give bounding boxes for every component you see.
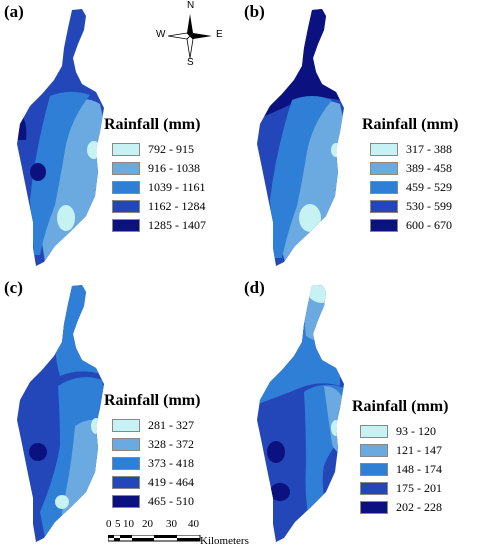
scale-tick-label: 0 — [106, 518, 112, 530]
panel-d: (d) Rainfall (mm) 93 - 120 121 - 147 148… — [240, 276, 479, 550]
compass-s: S — [187, 57, 194, 68]
legend-swatch — [360, 462, 388, 476]
legend-label: 419 - 464 — [148, 474, 194, 489]
legend-label: 530 - 599 — [406, 198, 452, 213]
rainfall-map-c — [17, 285, 104, 542]
legend-label: 792 - 915 — [148, 141, 194, 156]
legend-item: 281 - 327 — [104, 416, 200, 434]
scale-tick-label: 40 — [188, 518, 199, 530]
legend-label: 465 - 510 — [148, 493, 194, 508]
north-arrow: N S W E — [156, 0, 223, 68]
legend-item: 373 - 418 — [104, 454, 200, 472]
legend-c: Rainfall (mm) 281 - 327 328 - 372 373 - … — [104, 392, 200, 511]
panel-label: (d) — [244, 278, 265, 297]
legend-label: 281 - 327 — [148, 417, 194, 432]
legend-label: 328 - 372 — [148, 436, 194, 451]
scale-unit: Kilometers — [200, 535, 249, 547]
legend-label: 373 - 418 — [148, 455, 194, 470]
legend-label: 148 - 174 — [396, 461, 442, 476]
scale-bar: 0 5 10 20 30 40 Kilometers — [106, 518, 306, 548]
legend-swatch — [112, 218, 140, 232]
legend-item: 202 - 228 — [352, 498, 448, 516]
rainfall-map-b — [257, 9, 344, 266]
legend-item: 148 - 174 — [352, 460, 448, 478]
compass-n: N — [187, 0, 195, 11]
legend-label: 600 - 670 — [406, 217, 452, 232]
legend-label: 175 - 201 — [396, 480, 442, 495]
legend-swatch — [370, 199, 398, 213]
legend-label: 389 - 458 — [406, 160, 452, 175]
scale-tick-label: 30 — [166, 518, 177, 530]
legend-b: Rainfall (mm) 317 - 388 389 - 458 459 - … — [362, 116, 458, 235]
legend-swatch — [112, 494, 140, 508]
legend-label: 916 - 1038 — [148, 160, 200, 175]
compass-e: E — [216, 29, 223, 40]
legend-label: 1039 - 1161 — [148, 179, 206, 194]
panel-label: (b) — [244, 2, 265, 21]
legend-item: 389 - 458 — [362, 159, 458, 177]
legend-swatch — [112, 418, 140, 432]
legend-swatch — [112, 142, 140, 156]
legend-label: 202 - 228 — [396, 499, 442, 514]
legend-swatch — [112, 456, 140, 470]
compass-w: W — [156, 29, 166, 40]
scale-tick-label: 5 — [115, 518, 121, 530]
legend-label: 1162 - 1284 — [148, 198, 206, 213]
legend-swatch — [360, 481, 388, 495]
panel-b: (b) — [240, 0, 479, 274]
legend-label: 93 - 120 — [396, 423, 436, 438]
legend-item: 317 - 388 — [362, 140, 458, 158]
legend-label: 121 - 147 — [396, 442, 442, 457]
panel-label: (a) — [4, 2, 24, 21]
legend-a: Rainfall (mm) 792 - 915 916 - 1038 1039 … — [104, 116, 206, 235]
legend-swatch — [112, 199, 140, 213]
legend-item: 1039 - 1161 — [104, 178, 206, 196]
legend-title: Rainfall (mm) — [352, 398, 449, 415]
rainfall-map-a — [17, 9, 104, 266]
legend-swatch — [370, 142, 398, 156]
legend-item: 93 - 120 — [352, 422, 448, 440]
legend-label: 459 - 529 — [406, 179, 452, 194]
legend-label: 1285 - 1407 — [148, 217, 206, 232]
legend-item: 1162 - 1284 — [104, 197, 206, 215]
legend-swatch — [112, 161, 140, 175]
legend-item: 1285 - 1407 — [104, 216, 206, 234]
legend-item: 419 - 464 — [104, 473, 200, 491]
compass-rose-icon — [167, 14, 212, 59]
legend-swatch — [360, 443, 388, 457]
scale-tick-label: 10 — [123, 518, 134, 530]
legend-swatch — [112, 437, 140, 451]
rainfall-map-d — [257, 285, 344, 542]
legend-item: 530 - 599 — [362, 197, 458, 215]
legend-item: 175 - 201 — [352, 479, 448, 497]
legend-title: Rainfall (mm) — [104, 392, 201, 409]
legend-swatch — [112, 180, 140, 194]
legend-swatch — [360, 424, 388, 438]
legend-item: 916 - 1038 — [104, 159, 206, 177]
legend-swatch — [370, 218, 398, 232]
legend-title: Rainfall (mm) — [362, 116, 459, 133]
legend-title: Rainfall (mm) — [104, 116, 201, 133]
legend-item: 465 - 510 — [104, 492, 200, 510]
panel-a: (a) N S W E Rainfall (mm) 792 - 915 916 … — [0, 0, 239, 274]
legend-swatch — [360, 500, 388, 514]
legend-b-wrapper: Rainfall (mm) 317 - 388 389 - 458 459 - … — [0, 0, 458, 274]
legend-swatch — [370, 161, 398, 175]
legend-swatch — [370, 180, 398, 194]
legend-label: 317 - 388 — [406, 141, 452, 156]
scale-bar-graphic — [108, 535, 201, 542]
panel-c: (c) Rainfall (mm) 281 - 327 328 - 372 37… — [0, 276, 239, 550]
legend-item: 328 - 372 — [104, 435, 200, 453]
panel-label: (c) — [4, 278, 23, 297]
legend-item: 792 - 915 — [104, 140, 206, 158]
legend-d: Rainfall (mm) 93 - 120 121 - 147 148 - 1… — [352, 398, 448, 517]
scale-tick-label: 20 — [142, 518, 153, 530]
legend-item: 459 - 529 — [362, 178, 458, 196]
legend-item: 600 - 670 — [362, 216, 458, 234]
legend-swatch — [112, 475, 140, 489]
legend-item: 121 - 147 — [352, 441, 448, 459]
